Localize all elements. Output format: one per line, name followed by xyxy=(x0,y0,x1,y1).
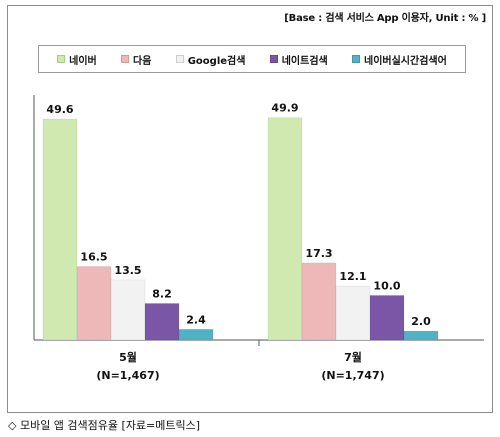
data-label: 16.5 xyxy=(80,251,107,264)
bar-0-2 xyxy=(110,279,146,341)
legend-item: Google검색 xyxy=(175,52,246,67)
data-label: 8.2 xyxy=(152,287,172,300)
bar-0-4 xyxy=(178,329,214,341)
data-label: 2.4 xyxy=(186,313,206,326)
bar-1-4 xyxy=(403,330,439,341)
legend-label: 네이트검색 xyxy=(281,55,328,67)
bar-1-3 xyxy=(369,295,405,341)
data-label: 2.0 xyxy=(411,315,431,328)
legend-swatch xyxy=(352,55,360,63)
data-label: 12.1 xyxy=(339,270,366,283)
legend-item: 네이버실시간검색어 xyxy=(352,52,447,67)
bar-0-3 xyxy=(144,303,180,341)
category-sublabel: (N=1,467) xyxy=(96,369,159,382)
category-label: 5월 xyxy=(119,350,137,364)
bar-0-1 xyxy=(76,266,112,341)
legend-swatch xyxy=(121,55,130,63)
base-note: [Base : 검색 서비스 App 이용자, Unit : % ] xyxy=(284,13,486,24)
legend-swatch xyxy=(57,55,66,63)
data-label: 10.0 xyxy=(373,279,400,292)
bar-1-1 xyxy=(301,262,337,341)
bar-1-2 xyxy=(335,285,371,341)
data-label: 49.6 xyxy=(46,103,73,116)
data-label: 17.3 xyxy=(305,247,332,260)
category-label: 7월 xyxy=(344,350,362,364)
category-sublabel: (N=1,747) xyxy=(321,369,384,382)
data-label: 13.5 xyxy=(114,264,141,277)
legend-swatch xyxy=(175,55,184,63)
legend-item: 네이버 xyxy=(57,52,97,67)
legend-label: Google검색 xyxy=(187,55,246,67)
legend-label: 다음 xyxy=(133,55,152,67)
bar-0-0 xyxy=(42,118,78,341)
bar-1-0 xyxy=(267,117,303,341)
legend-label: 네이버 xyxy=(69,55,97,67)
legend-item: 다음 xyxy=(121,52,151,67)
figure-caption: ◇ 모바일 앱 검색점유율 [자료=메트릭스] xyxy=(8,419,201,432)
legend-item: 네이트검색 xyxy=(269,52,328,67)
chart-frame xyxy=(7,5,493,413)
chart-legend: 네이버 다음 Google검색 네이트검색 네이버실시간검색어 xyxy=(38,45,466,73)
data-label: 49.9 xyxy=(271,102,298,115)
legend-swatch xyxy=(269,55,278,63)
legend-label: 네이버실시간검색어 xyxy=(364,55,447,67)
